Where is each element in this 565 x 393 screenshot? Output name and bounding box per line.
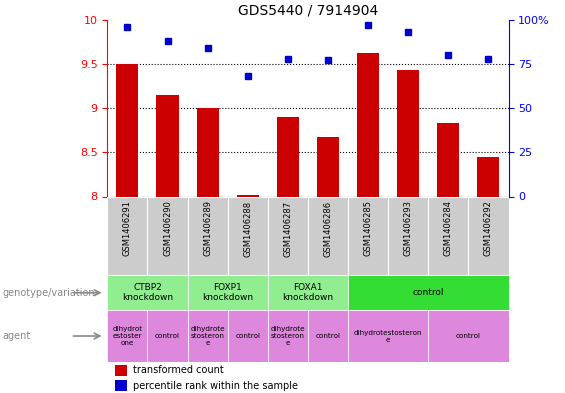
Text: transformed count: transformed count bbox=[133, 365, 224, 375]
Bar bbox=[115, 380, 128, 391]
Bar bbox=[228, 310, 268, 362]
Text: control: control bbox=[235, 333, 260, 339]
Bar bbox=[468, 196, 508, 275]
Bar bbox=[308, 310, 348, 362]
Text: GSM1406290: GSM1406290 bbox=[163, 200, 172, 256]
Text: GSM1406291: GSM1406291 bbox=[123, 200, 132, 256]
Text: genotype/variation: genotype/variation bbox=[3, 288, 95, 298]
Bar bbox=[188, 310, 228, 362]
Bar bbox=[268, 310, 308, 362]
Text: agent: agent bbox=[3, 331, 31, 341]
Text: percentile rank within the sample: percentile rank within the sample bbox=[133, 381, 298, 391]
Text: GSM1406288: GSM1406288 bbox=[244, 200, 252, 257]
Bar bbox=[388, 196, 428, 275]
Bar bbox=[437, 123, 459, 196]
Bar bbox=[397, 70, 419, 196]
Bar bbox=[277, 117, 299, 196]
Bar bbox=[147, 196, 188, 275]
Text: GSM1406284: GSM1406284 bbox=[444, 200, 453, 256]
Text: dihydrot
estoster
one: dihydrot estoster one bbox=[112, 326, 142, 346]
Text: CTBP2
knockdown: CTBP2 knockdown bbox=[122, 283, 173, 303]
Bar bbox=[147, 310, 188, 362]
Bar bbox=[107, 310, 147, 362]
Text: control: control bbox=[412, 288, 444, 297]
Bar bbox=[477, 157, 499, 196]
Text: GSM1406286: GSM1406286 bbox=[324, 200, 332, 257]
Text: FOXA1
knockdown: FOXA1 knockdown bbox=[282, 283, 333, 303]
Bar bbox=[268, 275, 348, 310]
Bar bbox=[348, 275, 508, 310]
Title: GDS5440 / 7914904: GDS5440 / 7914904 bbox=[238, 3, 378, 17]
Bar bbox=[268, 196, 308, 275]
Bar bbox=[317, 137, 339, 196]
Text: control: control bbox=[155, 333, 180, 339]
Bar bbox=[188, 196, 228, 275]
Text: control: control bbox=[315, 333, 341, 339]
Bar bbox=[357, 53, 379, 196]
Text: GSM1406285: GSM1406285 bbox=[364, 200, 372, 256]
Bar bbox=[188, 275, 268, 310]
Bar bbox=[116, 64, 138, 196]
Bar bbox=[428, 310, 508, 362]
Text: control: control bbox=[456, 333, 481, 339]
Text: dihydrotestosteron
e: dihydrotestosteron e bbox=[354, 329, 423, 343]
Bar bbox=[197, 108, 219, 196]
Text: GSM1406293: GSM1406293 bbox=[404, 200, 412, 256]
Text: dihydrote
stosteron
e: dihydrote stosteron e bbox=[190, 326, 225, 346]
Bar bbox=[115, 365, 128, 376]
Bar bbox=[348, 196, 388, 275]
Text: GSM1406289: GSM1406289 bbox=[203, 200, 212, 256]
Bar bbox=[107, 196, 147, 275]
Text: GSM1406292: GSM1406292 bbox=[484, 200, 493, 256]
Bar bbox=[107, 275, 188, 310]
Text: GSM1406287: GSM1406287 bbox=[284, 200, 292, 257]
Bar bbox=[228, 196, 268, 275]
Text: FOXP1
knockdown: FOXP1 knockdown bbox=[202, 283, 253, 303]
Bar bbox=[348, 310, 428, 362]
Bar bbox=[157, 95, 179, 196]
Bar bbox=[308, 196, 348, 275]
Text: dihydrote
stosteron
e: dihydrote stosteron e bbox=[271, 326, 305, 346]
Bar bbox=[428, 196, 468, 275]
Bar bbox=[237, 195, 259, 196]
